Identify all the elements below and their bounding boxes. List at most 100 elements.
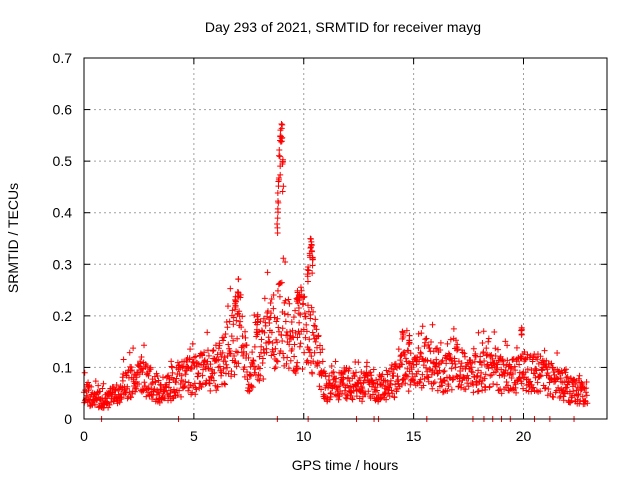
data-point: [402, 380, 409, 387]
data-point: [297, 340, 304, 347]
data-point: [530, 384, 537, 391]
data-point: [319, 358, 326, 365]
data-point: [469, 359, 476, 366]
data-point: [260, 375, 267, 382]
data-point: [484, 361, 491, 368]
data-point: [144, 362, 151, 369]
data-point: [318, 386, 325, 393]
data-point: [336, 393, 343, 400]
data-point: [513, 358, 520, 365]
data-point: [359, 398, 366, 405]
data-point: [516, 361, 523, 368]
data-point: [140, 387, 147, 394]
data-point: [299, 366, 306, 373]
data-point: [176, 362, 183, 369]
data-point: [243, 351, 250, 358]
data-point: [305, 267, 312, 274]
data-point: [302, 334, 309, 341]
data-point: [85, 387, 92, 394]
data-point: [372, 384, 379, 391]
data-point: [363, 359, 370, 366]
data-point: [575, 390, 582, 397]
data-point: [390, 372, 397, 379]
data-point: [192, 353, 199, 360]
data-point: [222, 331, 229, 338]
data-point: [132, 384, 139, 391]
data-point: [452, 337, 459, 344]
data-point: [128, 394, 135, 401]
axis-ticks: [83, 57, 607, 420]
data-point: [379, 382, 386, 389]
data-point: [120, 356, 127, 363]
data-point: [559, 370, 566, 377]
x-tick-label: 15: [406, 428, 422, 444]
data-point: [294, 334, 301, 341]
data-point: [141, 342, 148, 349]
data-point: [518, 380, 525, 387]
data-point: [286, 300, 293, 307]
y-tick-label: 0.6: [53, 102, 73, 118]
data-point: [437, 339, 444, 346]
data-point: [224, 324, 231, 331]
data-point: [201, 349, 208, 356]
data-point: [415, 368, 422, 375]
data-point: [274, 205, 281, 212]
data-point: [147, 364, 154, 371]
data-point: [258, 336, 265, 343]
data-point: [126, 349, 133, 356]
data-point: [252, 366, 259, 373]
data-point: [583, 392, 590, 399]
data-point: [286, 341, 293, 348]
data-point: [560, 397, 567, 404]
data-point: [274, 315, 281, 322]
data-point: [373, 377, 380, 384]
data-point: [422, 336, 429, 343]
data-point: [256, 377, 263, 384]
data-point: [280, 183, 287, 190]
data-point: [448, 365, 455, 372]
data-point: [509, 370, 516, 377]
data-point: [274, 198, 281, 205]
data-point: [152, 378, 159, 385]
data-point: [199, 352, 206, 359]
data-point: [391, 394, 398, 401]
data-point: [423, 364, 430, 371]
data-point: [218, 369, 225, 376]
data-point: [500, 361, 507, 368]
data-point: [499, 358, 506, 365]
data-point: [305, 263, 312, 270]
y-tick-label: 0: [64, 411, 72, 427]
data-point: [167, 387, 174, 394]
data-point: [165, 372, 172, 379]
data-point: [431, 379, 438, 386]
data-point: [390, 366, 397, 373]
data-point: [373, 387, 380, 394]
data-point: [416, 358, 423, 365]
data-point: [399, 335, 406, 342]
data-point: [147, 391, 154, 398]
data-point: [322, 373, 329, 380]
y-tick-label: 0.1: [53, 359, 73, 375]
data-point: [284, 354, 291, 361]
data-point: [524, 366, 531, 373]
data-point: [168, 358, 175, 365]
data-point: [274, 215, 281, 222]
data-point: [579, 393, 586, 400]
y-axis-label: SRMTID / TECUs: [5, 183, 21, 293]
data-point: [186, 355, 193, 362]
data-point: [282, 297, 289, 304]
data-point: [485, 335, 492, 342]
data-point: [400, 375, 407, 382]
data-point: [490, 380, 497, 387]
data-point: [346, 365, 353, 372]
data-point: [328, 363, 335, 370]
data-point: [275, 324, 282, 331]
data-point: [384, 371, 391, 378]
data-point: [408, 366, 415, 373]
chart-title: Day 293 of 2021, SRMTID for receiver may…: [205, 19, 481, 35]
data-point: [291, 341, 298, 348]
data-point: [356, 375, 363, 382]
data-point: [479, 339, 486, 346]
data-point: [447, 336, 454, 343]
data-point: [91, 401, 98, 408]
